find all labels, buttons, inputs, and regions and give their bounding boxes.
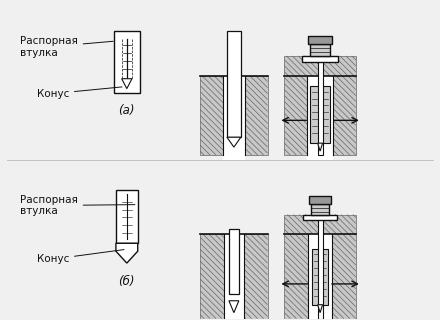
Bar xyxy=(284,214,356,319)
Bar xyxy=(200,234,268,319)
Bar xyxy=(318,214,323,319)
Polygon shape xyxy=(116,243,138,263)
Polygon shape xyxy=(122,79,132,89)
Bar xyxy=(116,190,138,243)
Bar xyxy=(318,56,323,155)
Bar xyxy=(311,204,329,214)
Polygon shape xyxy=(318,143,323,151)
Bar xyxy=(310,44,330,56)
Bar xyxy=(223,76,245,160)
Bar xyxy=(200,76,268,155)
Bar xyxy=(224,234,244,320)
Text: Конус: Конус xyxy=(37,250,124,264)
Bar xyxy=(302,56,338,62)
Bar xyxy=(312,249,328,305)
Text: (б): (б) xyxy=(118,275,135,288)
Text: (а): (а) xyxy=(118,105,135,117)
Bar xyxy=(308,36,332,44)
Bar xyxy=(303,214,337,220)
Polygon shape xyxy=(227,137,241,147)
Bar xyxy=(310,86,330,143)
Bar xyxy=(284,56,356,155)
Bar xyxy=(307,76,333,160)
Bar xyxy=(308,234,332,320)
Bar xyxy=(309,196,331,204)
Polygon shape xyxy=(318,305,323,313)
Polygon shape xyxy=(229,301,239,313)
Text: Конус: Конус xyxy=(37,87,122,99)
Bar xyxy=(114,31,140,92)
Bar xyxy=(227,31,241,137)
Text: Распорная
втулка: Распорная втулка xyxy=(20,36,113,58)
Bar xyxy=(229,229,239,294)
Text: Распорная
втулка: Распорная втулка xyxy=(20,195,135,216)
